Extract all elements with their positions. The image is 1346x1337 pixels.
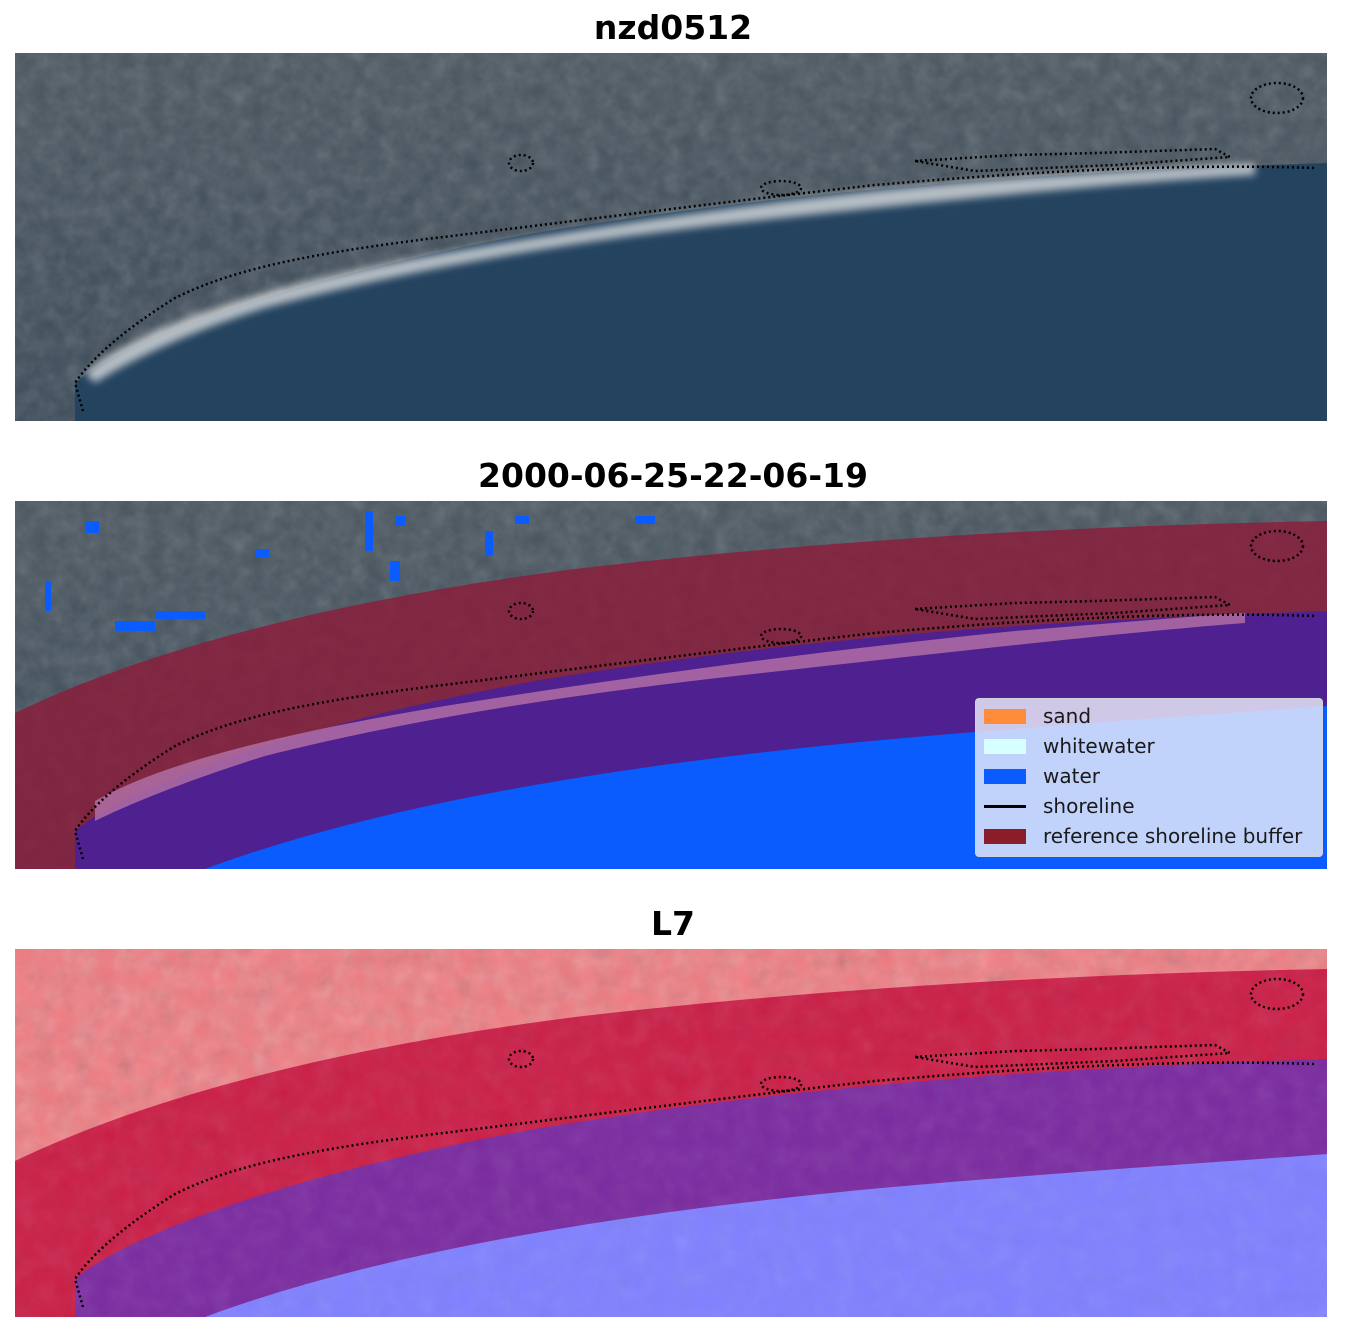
index-texture	[15, 949, 1327, 1317]
legend-label: reference shoreline buffer	[1043, 824, 1303, 848]
index-image	[15, 949, 1327, 1317]
legend-label: shoreline	[1043, 794, 1135, 818]
rgb-satellite-image	[15, 53, 1327, 421]
legend-swatch-whitewater	[984, 738, 1026, 754]
legend-item-water: water	[984, 761, 1100, 791]
legend-item-buffer: reference shoreline buffer	[984, 821, 1302, 851]
classified-shoreline	[73, 529, 1316, 860]
water-speckles	[45, 511, 655, 631]
classified-svg	[15, 501, 1327, 869]
classified-image	[15, 501, 1327, 869]
rgb-satellite-svg	[15, 53, 1327, 421]
legend-swatch-sand	[984, 708, 1026, 724]
rgb-shoreline	[73, 81, 1316, 412]
legend-item-sand: sand	[984, 701, 1091, 731]
panel-1-title: nzd0512	[593, 8, 753, 47]
sea-area	[75, 163, 1327, 421]
legend-label: sand	[1043, 704, 1092, 728]
legend: sand whitewater water shoreline referenc…	[975, 698, 1323, 857]
legend-swatch-shoreline	[984, 804, 1026, 808]
legend-item-whitewater: whitewater	[984, 731, 1155, 761]
legend-label: whitewater	[1043, 734, 1155, 758]
legend-swatch-buffer	[984, 828, 1026, 844]
panel-3-title: L7	[651, 904, 695, 943]
index-svg	[15, 949, 1327, 1317]
index-shoreline	[73, 977, 1316, 1308]
panel-2-title: 2000-06-25-22-06-19	[478, 456, 868, 495]
legend-swatch-water	[984, 768, 1026, 784]
legend-item-shoreline: shoreline	[984, 791, 1135, 821]
legend-label: water	[1043, 764, 1100, 788]
